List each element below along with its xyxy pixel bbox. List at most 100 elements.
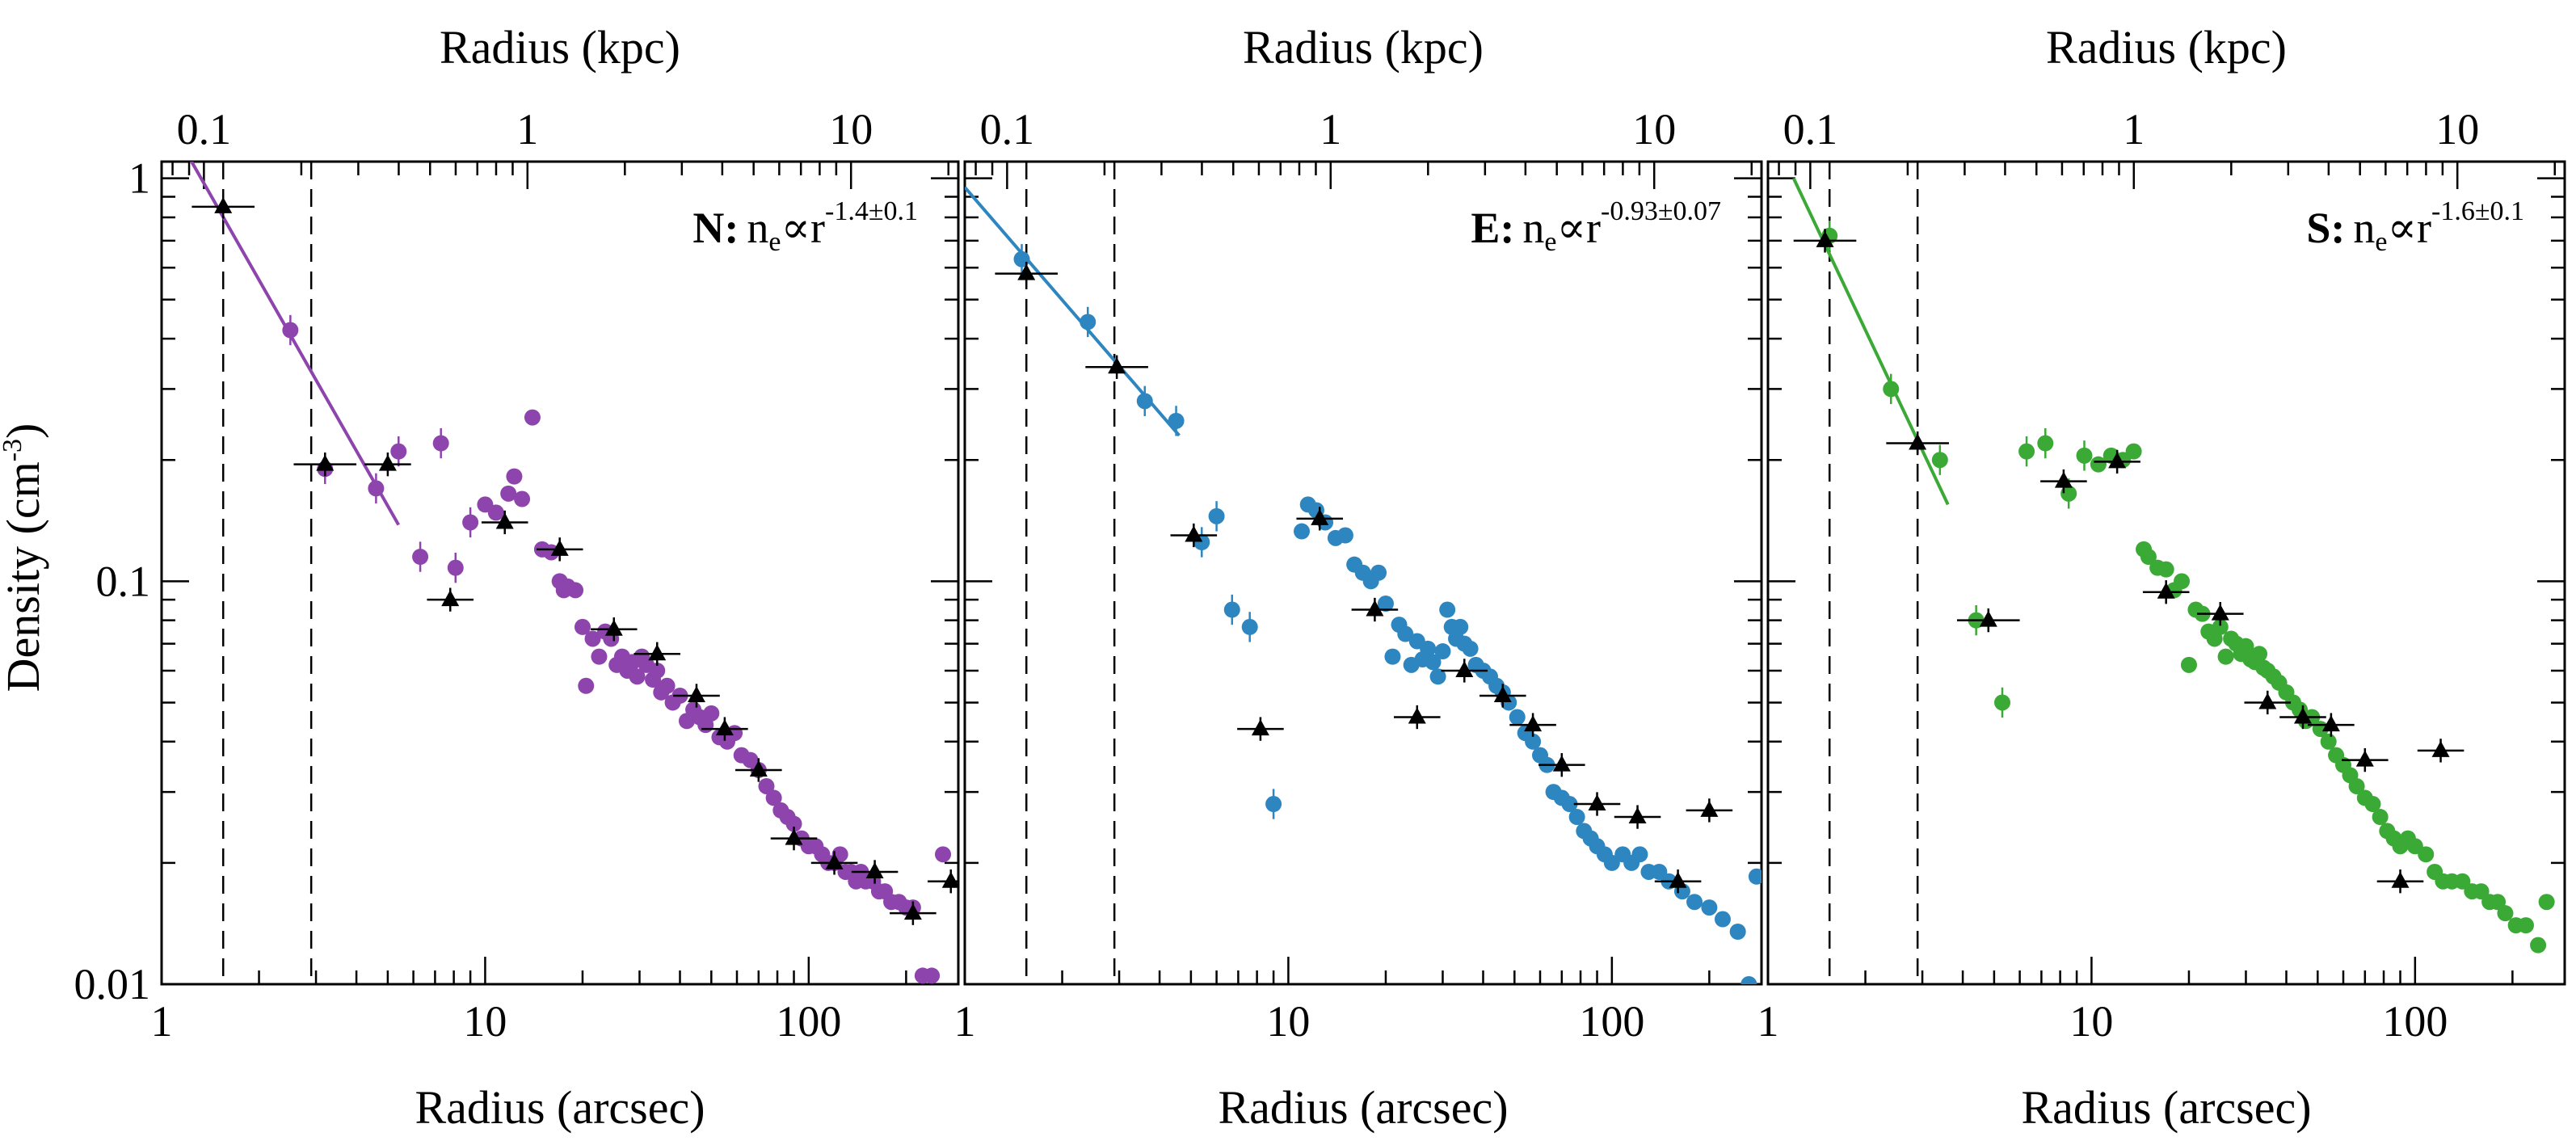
data-point xyxy=(924,967,941,984)
y-tick-label: 0.01 xyxy=(74,960,151,1008)
data-point xyxy=(1208,507,1225,524)
data-point xyxy=(2517,917,2534,934)
data-point xyxy=(487,504,504,521)
comparison-point xyxy=(1455,660,1474,677)
data-point xyxy=(1452,618,1469,635)
x2-tick-label: 0.1 xyxy=(1783,105,1838,154)
data-point xyxy=(649,662,666,679)
data-point xyxy=(2454,873,2471,890)
panel-s: 1 10 100 0.1 1 10 Radius (arcsec) Radius (kpc) S… xyxy=(1757,21,2566,1134)
fit-line xyxy=(1791,177,1950,506)
comparison-point xyxy=(865,861,884,878)
data-point xyxy=(1223,601,1240,618)
fit-annotation: E: ne∝r-0.93±0.07 xyxy=(1471,196,1721,257)
fit-mid: ∝r xyxy=(2387,204,2431,252)
comparison-point xyxy=(214,196,233,213)
fit-sub: e xyxy=(768,227,781,257)
y-tick-label: 1 xyxy=(128,154,150,203)
axis-ticks xyxy=(963,162,1762,986)
x2-tick-label: 1 xyxy=(2123,105,2145,154)
panel-label: E: xyxy=(1471,204,1514,252)
data-point xyxy=(1370,564,1387,581)
data-point xyxy=(2372,809,2389,826)
comparison-point xyxy=(1588,794,1606,811)
comparison-point xyxy=(2293,707,2312,724)
comparison-point xyxy=(2391,871,2410,888)
fit-annotation: N: ne∝r-1.4±0.1 xyxy=(692,196,918,257)
data-point xyxy=(1740,976,1757,984)
comparison-point xyxy=(2108,452,2127,469)
fit-sub: e xyxy=(2375,227,2387,257)
data-point xyxy=(1701,899,1718,916)
plot-area xyxy=(965,162,1762,984)
data-point xyxy=(514,490,531,507)
data-point xyxy=(785,815,802,832)
data-point xyxy=(1384,648,1401,665)
data-point xyxy=(1603,854,1620,871)
x-tick-label: 10 xyxy=(1266,997,1310,1046)
data-point xyxy=(2140,549,2157,566)
data-point xyxy=(2090,456,2107,473)
data-point xyxy=(758,777,775,794)
data-point xyxy=(2037,435,2054,452)
panel-label: N: xyxy=(692,204,739,252)
data-point xyxy=(447,559,464,576)
data-point xyxy=(2348,777,2365,794)
data-point xyxy=(1397,625,1414,642)
data-point xyxy=(1439,601,1456,618)
x-tick-label: 10 xyxy=(463,997,507,1046)
x2-axis-label: Radius (kpc) xyxy=(1243,21,1484,74)
data-point xyxy=(432,435,449,452)
x2-axis-label: Radius (kpc) xyxy=(2046,21,2287,74)
data-point xyxy=(1525,733,1542,750)
x2-tick-label: 1 xyxy=(1320,105,1341,154)
data-point xyxy=(524,409,541,426)
comparison-point xyxy=(1979,610,1997,627)
x2-tick-label: 0.1 xyxy=(177,105,232,154)
comparison-point xyxy=(2157,582,2175,599)
comparison-point xyxy=(903,903,922,920)
comparison-point xyxy=(1493,685,1512,702)
data-point xyxy=(2497,905,2514,922)
fit-mid: ∝r xyxy=(781,204,825,252)
data-point xyxy=(1293,523,1310,540)
x2-axis-label: Radius (kpc) xyxy=(440,21,680,74)
fit-exponent: -1.6±0.1 xyxy=(2431,196,2524,226)
comparison-point xyxy=(1552,755,1571,772)
data-point xyxy=(765,789,782,806)
fit-exponent: -0.93±0.07 xyxy=(1601,196,1721,226)
data-point xyxy=(2217,648,2234,665)
data-point xyxy=(591,648,608,665)
comparison-point xyxy=(1816,230,1834,247)
comparison-point xyxy=(1408,707,1426,724)
x-axis-label: Radius (arcsec) xyxy=(415,1081,705,1134)
fit-label: n xyxy=(747,204,768,252)
comparison-point xyxy=(495,512,514,529)
y-axis-label-sup: -3 xyxy=(0,439,27,461)
plot-frame xyxy=(963,160,1763,986)
plot-frame xyxy=(1766,160,2566,986)
comparison-point xyxy=(2211,604,2229,621)
x-tick-label: 10 xyxy=(2069,997,2113,1046)
fit-exponent: -1.4±0.1 xyxy=(825,196,918,226)
data-point xyxy=(1434,643,1451,660)
data-point xyxy=(1994,694,2011,711)
comparison-point xyxy=(1251,719,1269,736)
data-point xyxy=(390,443,407,460)
comparison-point xyxy=(2355,750,2374,767)
data-point xyxy=(703,705,720,722)
comparison-point xyxy=(604,619,623,636)
comparison-point xyxy=(687,685,705,702)
plot-area xyxy=(189,162,958,984)
comparison-point xyxy=(2258,692,2277,709)
data-point xyxy=(2530,937,2547,953)
axis-ticks xyxy=(160,162,958,986)
data-point xyxy=(2237,638,2254,655)
data-point xyxy=(1509,709,1526,726)
data-point xyxy=(1748,868,1762,885)
x-tick-label: 100 xyxy=(2382,997,2448,1046)
data-point xyxy=(578,677,595,694)
fit-label: n xyxy=(2353,204,2375,252)
fit-line xyxy=(189,162,401,526)
data-point xyxy=(1136,393,1153,410)
